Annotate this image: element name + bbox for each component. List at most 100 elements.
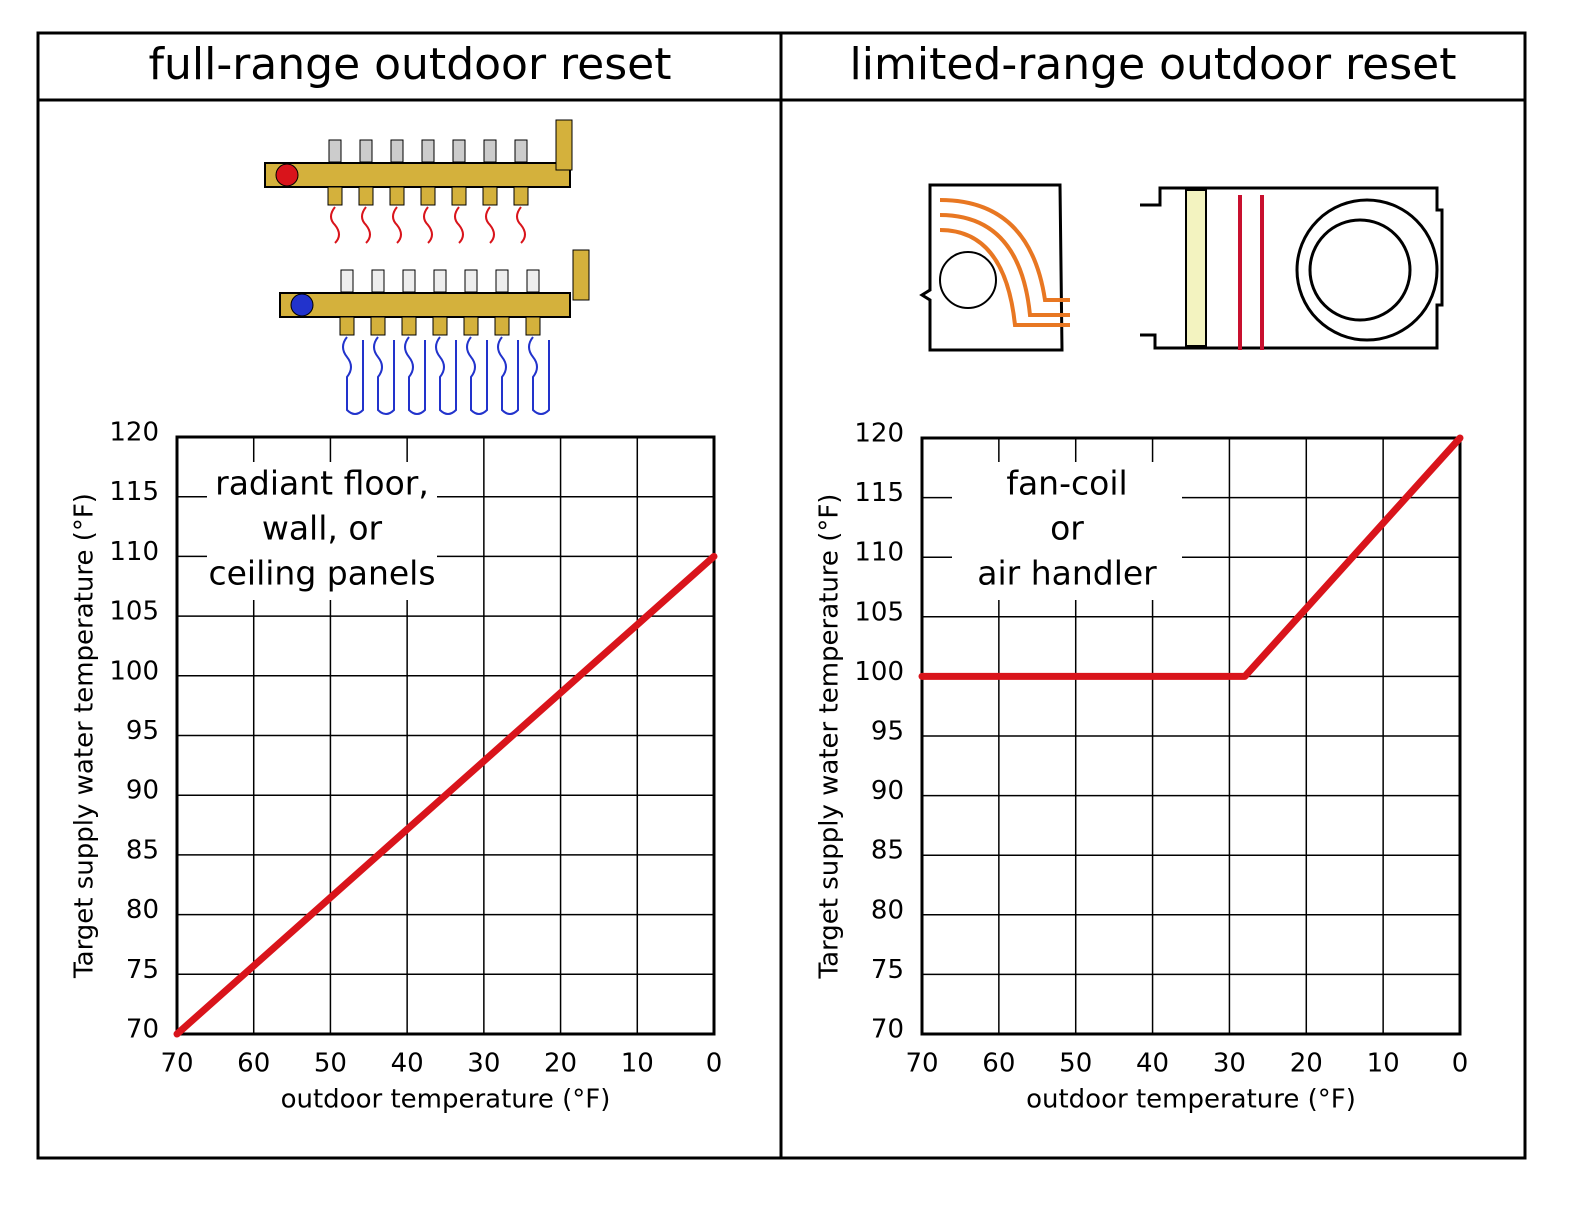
annotation: fan-coil <box>1006 464 1127 503</box>
x-tick-label: 10 <box>621 1049 654 1079</box>
annotation: radiant floor, <box>215 464 429 503</box>
y-tick-label: 70 <box>126 1015 159 1045</box>
tube <box>528 336 550 415</box>
manifold-bar <box>279 292 571 318</box>
coil-pipes <box>1238 195 1264 350</box>
x-tick-label: 40 <box>1136 1049 1169 1079</box>
tube <box>330 206 340 244</box>
x-tick-label: 40 <box>391 1049 424 1079</box>
y-tick-label: 105 <box>109 597 159 627</box>
port <box>328 139 342 163</box>
air-handler-housing <box>1140 186 1444 350</box>
manifold-bar <box>264 162 571 188</box>
y-tick-label: 115 <box>109 477 159 507</box>
outlet <box>482 186 498 206</box>
x-tick-label: 30 <box>467 1049 500 1079</box>
tube <box>435 336 457 415</box>
outlet <box>451 186 467 206</box>
x-tick-label: 50 <box>314 1049 347 1079</box>
series-line <box>918 434 1464 680</box>
y-tick-label: 95 <box>871 717 904 747</box>
outlet <box>389 186 405 206</box>
x-axis-label: outdoor temperature (°F) <box>281 1085 611 1115</box>
tube <box>361 206 371 244</box>
y-tick-label: 80 <box>871 895 904 925</box>
panel-title: full-range outdoor reset <box>149 39 672 90</box>
series-line <box>173 552 718 1038</box>
x-tick-label: 50 <box>1059 1049 1092 1079</box>
vent <box>572 249 590 301</box>
y-tick-label: 105 <box>854 597 904 627</box>
tube <box>404 336 426 415</box>
port <box>402 269 416 293</box>
x-tick-label: 0 <box>1452 1049 1469 1079</box>
x-tick-label: 20 <box>544 1049 577 1079</box>
outlet <box>370 316 386 336</box>
outlet <box>525 316 541 336</box>
tube <box>373 336 395 415</box>
y-tick-label: 75 <box>871 955 904 985</box>
outlet <box>432 316 448 336</box>
port <box>526 269 540 293</box>
vent <box>555 119 573 171</box>
x-tick-label: 20 <box>1290 1049 1323 1079</box>
y-tick-label: 85 <box>871 836 904 866</box>
blower <box>1295 198 1439 342</box>
y-axis-label: Target supply water temperature (°F) <box>70 493 100 979</box>
x-axis-label: outdoor temperature (°F) <box>1026 1085 1356 1115</box>
outlet <box>339 316 355 336</box>
y-tick-label: 70 <box>871 1015 904 1045</box>
fan-wheel <box>939 251 997 309</box>
y-tick-label: 85 <box>126 835 159 865</box>
outlet <box>401 316 417 336</box>
panel-title: limited-range outdoor reset <box>850 39 1457 90</box>
port <box>464 269 478 293</box>
x-tick-label: 0 <box>706 1049 723 1079</box>
port <box>390 139 404 163</box>
filter <box>1185 189 1207 347</box>
y-tick-label: 120 <box>109 418 159 448</box>
port <box>452 139 466 163</box>
y-tick-label: 95 <box>126 716 159 746</box>
y-tick-label: 115 <box>854 478 904 508</box>
valve <box>290 293 314 317</box>
port <box>483 139 497 163</box>
y-axis-label: Target supply water temperature (°F) <box>815 494 845 980</box>
outlet <box>358 186 374 206</box>
tube <box>466 336 488 415</box>
plot-frame <box>175 435 716 1036</box>
x-tick-label: 70 <box>160 1049 193 1079</box>
annotation-box <box>952 462 1182 600</box>
port <box>340 269 354 293</box>
y-tick-label: 110 <box>854 538 904 568</box>
x-tick-label: 60 <box>237 1049 270 1079</box>
plot-frame <box>920 436 1462 1036</box>
outlet <box>513 186 529 206</box>
blower-inner <box>1308 218 1412 322</box>
tube <box>423 206 433 244</box>
tube <box>342 336 364 415</box>
illustrations <box>264 119 1444 415</box>
tube <box>497 336 519 415</box>
y-tick-label: 120 <box>854 419 904 449</box>
y-tick-label: 100 <box>854 657 904 687</box>
annotation: or <box>1050 509 1084 548</box>
tube <box>485 206 495 244</box>
y-tick-label: 90 <box>871 776 904 806</box>
y-tick-label: 75 <box>126 955 159 985</box>
tube <box>392 206 402 244</box>
x-tick-label: 60 <box>982 1049 1015 1079</box>
x-tick-label: 30 <box>1213 1049 1246 1079</box>
y-tick-label: 80 <box>126 895 159 925</box>
tube <box>454 206 464 244</box>
y-tick-label: 100 <box>109 656 159 686</box>
port <box>359 139 373 163</box>
port <box>421 139 435 163</box>
y-tick-label: 90 <box>126 776 159 806</box>
annotation-box <box>207 462 437 600</box>
port <box>371 269 385 293</box>
y-tick-label: 110 <box>109 537 159 567</box>
valve <box>275 163 299 187</box>
tube <box>516 206 526 244</box>
